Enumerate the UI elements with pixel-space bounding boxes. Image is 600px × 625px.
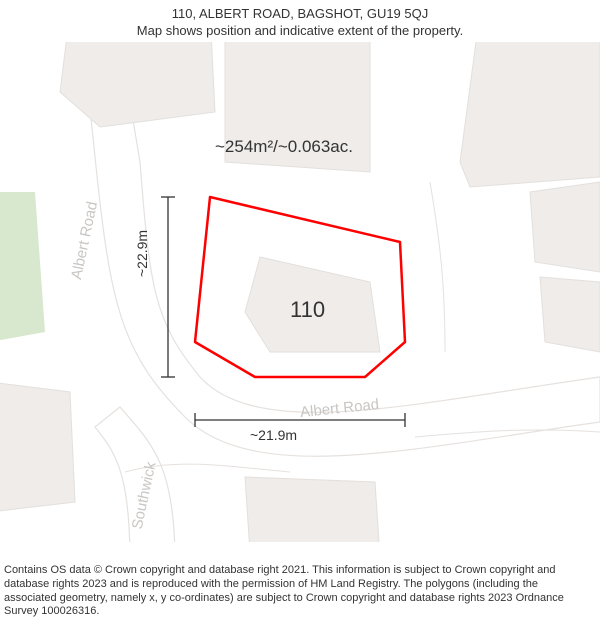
house-number: 110	[290, 297, 325, 323]
subtitle-line: Map shows position and indicative extent…	[10, 23, 590, 40]
height-dimension-label: ~22.9m	[134, 230, 150, 277]
address-line: 110, ALBERT ROAD, BAGSHOT, GU19 5QJ	[10, 6, 590, 23]
copyright-footer: Contains OS data © Crown copyright and d…	[4, 564, 592, 619]
header: 110, ALBERT ROAD, BAGSHOT, GU19 5QJ Map …	[0, 0, 600, 42]
map-area: ~254m²/~0.063ac. ~22.9m ~21.9m 110 Alber…	[0, 42, 600, 542]
map-svg	[0, 42, 600, 542]
width-dimension-label: ~21.9m	[250, 427, 297, 443]
area-label: ~254m²/~0.063ac.	[215, 137, 353, 157]
